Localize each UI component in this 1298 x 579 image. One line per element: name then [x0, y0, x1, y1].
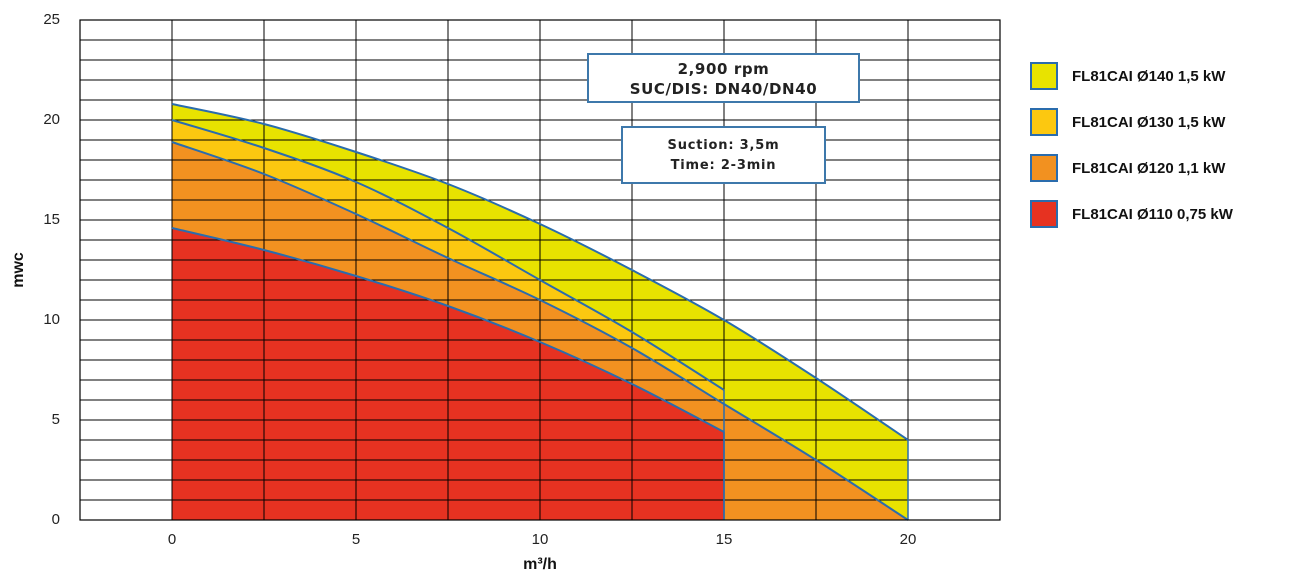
series-line-1 — [171, 103, 909, 441]
legend-item: FL81CAI Ø130 1,5 kW — [1030, 104, 1290, 140]
suction-annotation: Suction: 3,5m Time: 2-3min — [621, 126, 826, 184]
rpm-annotation-line-2: SUC/DIS: DN40/DN40 — [629, 80, 818, 98]
legend: FL81CAI Ø140 1,5 kW FL81CAI Ø130 1,5 kW … — [1030, 58, 1290, 242]
legend-label: FL81CAI Ø110 0,75 kW — [1072, 205, 1233, 223]
series-line-4 — [171, 227, 725, 433]
plot-frame — [79, 19, 1001, 521]
x-tick-label: 10 — [532, 531, 549, 548]
legend-swatch — [1030, 108, 1058, 136]
y-tick-label: 5 — [52, 411, 60, 428]
x-axis-title: m³/h — [523, 556, 557, 573]
legend-swatch — [1030, 154, 1058, 182]
x-tick-label: 15 — [716, 531, 733, 548]
legend-item: FL81CAI Ø120 1,1 kW — [1030, 150, 1290, 186]
suction-annotation-line-1: Suction: 3,5m — [667, 138, 780, 153]
series-line-3 — [171, 141, 909, 521]
legend-label: FL81CAI Ø130 1,5 kW — [1072, 113, 1226, 131]
y-tick-label: 10 — [43, 311, 60, 328]
suction-annotation-line-2: Time: 2-3min — [670, 158, 777, 173]
legend-swatch — [1030, 62, 1058, 90]
legend-label: FL81CAI Ø120 1,1 kW — [1072, 159, 1226, 177]
y-tick-label: 0 — [52, 511, 60, 528]
x-tick-label: 5 — [352, 531, 360, 548]
legend-label: FL81CAI Ø140 1,5 kW — [1072, 67, 1226, 85]
rpm-annotation-line-1: 2,900 rpm — [677, 60, 770, 78]
y-tick-label: 15 — [43, 211, 60, 228]
legend-swatch — [1030, 200, 1058, 228]
x-tick-label: 20 — [900, 531, 917, 548]
y-axis-title: mwc — [10, 252, 27, 288]
legend-item: FL81CAI Ø140 1,5 kW — [1030, 58, 1290, 94]
series-line-2 — [171, 119, 725, 391]
y-tick-label: 20 — [43, 111, 60, 128]
y-tick-label: 25 — [43, 11, 60, 28]
rpm-annotation: 2,900 rpm SUC/DIS: DN40/DN40 — [587, 53, 860, 103]
x-tick-label: 0 — [168, 531, 176, 548]
legend-item: FL81CAI Ø110 0,75 kW — [1030, 196, 1290, 232]
